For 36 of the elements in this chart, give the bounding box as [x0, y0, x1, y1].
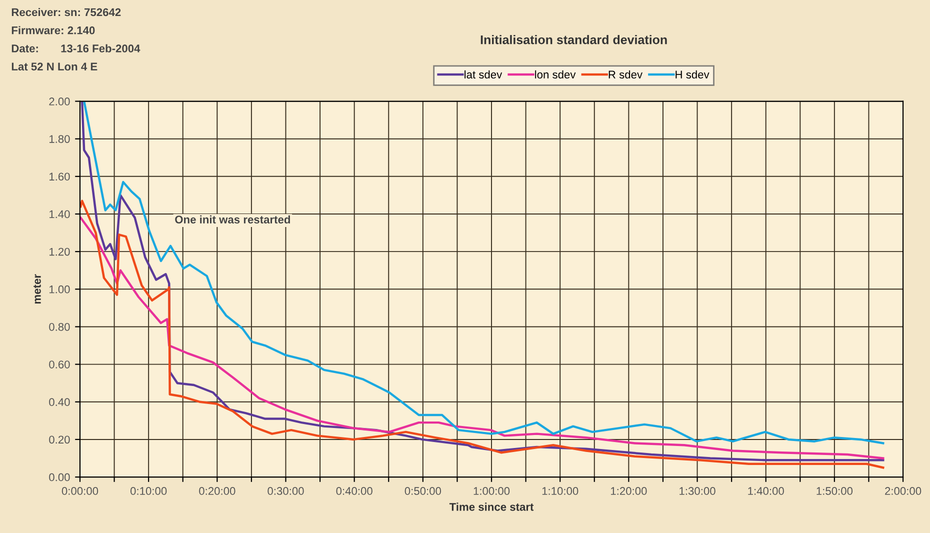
- legend-label: lon sdev: [535, 70, 576, 79]
- x-tick-label: 1:20:00: [610, 487, 647, 495]
- y-tick-label: 0.60: [49, 360, 70, 368]
- legend-label: lat sdev: [464, 70, 502, 79]
- y-axis-title: meter: [34, 274, 41, 304]
- annotation: One init was restarted: [175, 215, 290, 224]
- y-tick-label: 1.20: [49, 248, 70, 256]
- x-tick-label: 1:30:00: [680, 487, 716, 495]
- y-tick-label: 0.80: [49, 322, 70, 331]
- y-tick-label: 0.40: [49, 398, 70, 406]
- x-tick-label: 0:40:00: [336, 487, 372, 495]
- y-tick-label: 1.80: [49, 135, 70, 143]
- y-tick-label: 1.00: [49, 285, 70, 294]
- chart-title: Initialisation standard deviation: [480, 35, 667, 44]
- x-tick-label: 1:50:00: [816, 487, 853, 495]
- x-tick-label: 0:30:00: [268, 487, 304, 495]
- y-tick-label: 1.60: [49, 172, 70, 181]
- text: Lat 52 N Lon 4 E: [12, 62, 98, 71]
- text: Date: 13-16 Feb-2004: [12, 44, 140, 52]
- y-tick-label: 1.40: [49, 210, 70, 218]
- x-tick-label: 0:00:00: [62, 487, 98, 495]
- y-tick-label: 0.00: [49, 473, 70, 482]
- x-tick-label: 1:10:00: [542, 487, 578, 495]
- x-tick-label: 0:20:00: [199, 487, 236, 495]
- text: Firmware: 2.140: [12, 26, 95, 34]
- x-axis-title: Time since start: [449, 502, 534, 511]
- x-tick-label: 0:10:00: [130, 487, 167, 495]
- text: Receiver: sn: 752642: [12, 8, 121, 16]
- x-tick-label: 1:00:00: [474, 487, 510, 495]
- x-tick-label: 0:50:00: [404, 487, 442, 495]
- y-tick-label: 0.20: [49, 436, 70, 444]
- legend-label: H sdev: [676, 70, 710, 79]
- x-tick-label: 1:40:00: [748, 487, 784, 495]
- y-tick-label: 2.00: [49, 98, 70, 106]
- x-tick-label: 2:00:00: [885, 487, 922, 495]
- legend-label: R sdev: [608, 70, 642, 79]
